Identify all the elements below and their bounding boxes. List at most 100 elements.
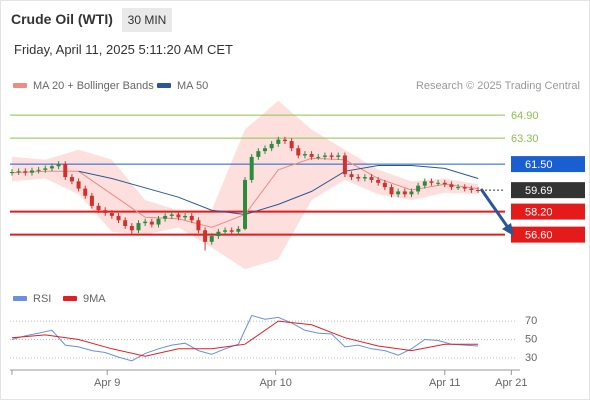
candle-body (143, 221, 148, 224)
candle-body (103, 210, 108, 214)
candle-body (109, 213, 114, 216)
legend-label: RSI (33, 293, 51, 305)
candle-body (29, 170, 34, 173)
candle-body (269, 143, 274, 149)
x-tick-label: Apr 9 (94, 377, 120, 389)
candle-body (362, 177, 367, 179)
level-label: 64.90 (511, 110, 539, 122)
candle-body (163, 215, 168, 219)
candle-body (76, 181, 81, 189)
candle-body (409, 191, 414, 195)
candle-body (96, 205, 101, 211)
candle-body (322, 155, 327, 157)
x-tick-label: Apr 10 (259, 377, 291, 389)
candle-body (302, 154, 307, 156)
candle-body (382, 182, 387, 188)
candle-body (149, 221, 154, 225)
candle-body (309, 154, 314, 157)
interval-button[interactable]: 30 MIN (122, 8, 172, 32)
candle-body (329, 155, 334, 157)
candle-body (56, 164, 61, 167)
candle-body (203, 230, 208, 242)
candle-body (216, 231, 221, 237)
timestamp: Friday, April 11, 2025 5:11:20 AM CET (14, 42, 233, 57)
instrument-title: Crude Oil (WTI) (11, 11, 113, 27)
rsi-line (11, 314, 479, 362)
candle-body (402, 191, 407, 195)
candle-body (429, 181, 434, 183)
candle-body (356, 177, 361, 179)
candle-body (416, 185, 421, 192)
candle-body (296, 148, 301, 156)
candle-body (422, 181, 427, 186)
x-tick-label: Apr 11 (429, 377, 461, 389)
level-label: 56.60 (525, 230, 553, 242)
candle-body (10, 172, 14, 174)
level-label: 61.50 (525, 159, 553, 171)
candle-body (183, 215, 188, 218)
candle-body (256, 151, 261, 157)
candle-body (462, 187, 467, 189)
candle-body (43, 168, 48, 170)
candle-body (282, 139, 287, 142)
candle-body (169, 214, 174, 216)
candle-body (276, 139, 281, 144)
indicator-line (78, 165, 479, 216)
level-label-box (511, 226, 585, 243)
candle-body (376, 179, 381, 183)
candle-body (16, 171, 21, 173)
candle-body (316, 156, 321, 158)
level-label-box (511, 156, 585, 173)
candle-body (436, 182, 441, 184)
candle-body (289, 141, 294, 149)
candle-body (123, 220, 128, 226)
legend-label: 9MA (83, 293, 106, 305)
y-tick-label: 50 (525, 333, 537, 345)
candle-body (63, 164, 68, 178)
legend-swatch (63, 296, 77, 301)
legend-swatch (13, 83, 27, 88)
credit: Research © 2025 Trading Central (416, 80, 580, 92)
level-label: 63.30 (511, 133, 539, 145)
candle-body (196, 220, 201, 231)
candle-body (136, 223, 141, 231)
y-tick-label: 70 (525, 315, 537, 327)
legend-swatch (13, 296, 27, 301)
candle-body (456, 187, 461, 189)
candle-body (389, 187, 394, 195)
candle-body (116, 215, 121, 221)
level-label-box (511, 203, 585, 220)
candle-body (249, 156, 254, 180)
candle-body (469, 188, 474, 190)
candle-body (49, 166, 54, 169)
candle-body (189, 215, 194, 221)
y-tick-label: 30 (525, 352, 537, 364)
candle-body (243, 179, 248, 229)
legend-swatch (157, 83, 171, 88)
candle-body (476, 190, 481, 191)
candle-body (336, 155, 341, 157)
candle-body (369, 177, 374, 180)
x-tick-label: Apr 21 (495, 377, 527, 389)
candle-body (263, 148, 267, 152)
candle-body (223, 230, 228, 232)
legend-label: MA 20 + Bollinger Bands (33, 80, 154, 92)
legend-label: MA 50 (177, 80, 208, 92)
candle-body (209, 236, 214, 242)
candle-body (89, 195, 94, 206)
candle-body (156, 218, 161, 225)
candle-body (23, 171, 28, 173)
candle-body (69, 177, 74, 182)
forecast-arrow (479, 188, 514, 236)
candle-body (449, 184, 454, 188)
level-label: 58.20 (525, 206, 553, 218)
candle-body (176, 214, 181, 218)
level-label: 59.69 (525, 185, 553, 197)
candle-body (349, 174, 354, 178)
rsi-line (11, 320, 479, 357)
candle-body (342, 155, 347, 175)
candle-body (396, 191, 401, 195)
candle-body (442, 182, 447, 185)
candle-body (236, 228, 241, 232)
